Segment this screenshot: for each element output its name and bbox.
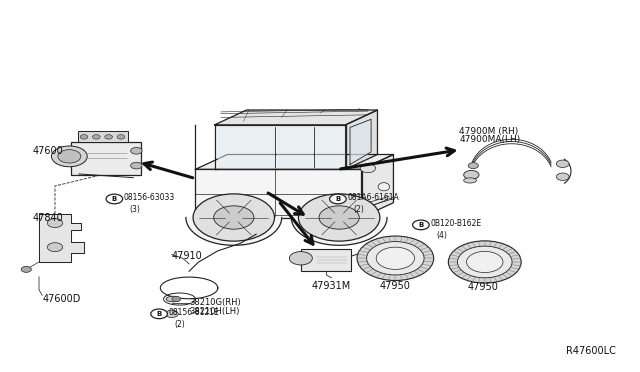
Bar — [77, 131, 128, 142]
Circle shape — [449, 241, 521, 283]
Circle shape — [117, 135, 125, 139]
Polygon shape — [186, 218, 282, 245]
Text: 47931M: 47931M — [312, 280, 351, 291]
Circle shape — [47, 243, 63, 251]
Text: 47600: 47600 — [33, 146, 63, 156]
Bar — [301, 249, 351, 271]
FancyBboxPatch shape — [71, 142, 141, 175]
Circle shape — [193, 194, 275, 241]
Circle shape — [105, 135, 113, 139]
Text: (3): (3) — [130, 205, 141, 214]
Circle shape — [51, 146, 87, 167]
Circle shape — [360, 164, 376, 173]
Circle shape — [298, 194, 380, 241]
Circle shape — [58, 150, 81, 163]
Text: 47910: 47910 — [172, 251, 203, 262]
Circle shape — [166, 310, 178, 318]
Circle shape — [367, 241, 424, 275]
Text: 47950: 47950 — [380, 280, 411, 291]
Circle shape — [47, 219, 63, 228]
Text: 081A6-6161A: 081A6-6161A — [348, 193, 399, 202]
Circle shape — [458, 246, 512, 278]
Polygon shape — [291, 218, 387, 245]
Polygon shape — [350, 119, 371, 164]
Text: 38210G(RH): 38210G(RH) — [189, 298, 241, 307]
Circle shape — [467, 251, 503, 273]
Text: B: B — [156, 311, 162, 317]
Polygon shape — [214, 125, 346, 169]
Text: 0B120-B162E: 0B120-B162E — [431, 219, 482, 228]
Text: 38210H(LH): 38210H(LH) — [189, 307, 239, 316]
Text: (2): (2) — [174, 320, 185, 329]
Text: (2): (2) — [353, 205, 364, 214]
Text: 47600D: 47600D — [42, 294, 81, 304]
Circle shape — [131, 147, 142, 154]
Text: (4): (4) — [436, 231, 447, 240]
Circle shape — [556, 160, 569, 167]
Circle shape — [319, 206, 359, 229]
Polygon shape — [346, 110, 378, 169]
Text: 08156-8121E: 08156-8121E — [169, 308, 220, 317]
Circle shape — [289, 251, 312, 265]
Polygon shape — [195, 154, 394, 169]
Text: 47900M (RH): 47900M (RH) — [460, 126, 518, 136]
Polygon shape — [362, 154, 394, 218]
Text: 08156-63033: 08156-63033 — [124, 193, 175, 202]
Ellipse shape — [166, 296, 180, 302]
Text: B: B — [335, 196, 340, 202]
Polygon shape — [39, 214, 84, 262]
Text: B: B — [419, 222, 424, 228]
Circle shape — [413, 220, 429, 230]
Circle shape — [330, 194, 346, 204]
Circle shape — [376, 247, 415, 269]
Circle shape — [151, 309, 168, 319]
Polygon shape — [214, 110, 378, 125]
Polygon shape — [276, 128, 312, 167]
Text: 47840: 47840 — [33, 212, 63, 222]
Polygon shape — [195, 169, 362, 218]
Text: B: B — [112, 196, 117, 202]
Polygon shape — [218, 128, 274, 167]
Circle shape — [357, 236, 434, 280]
Ellipse shape — [378, 183, 390, 191]
Ellipse shape — [464, 178, 476, 183]
Circle shape — [172, 296, 180, 302]
Circle shape — [464, 170, 479, 179]
Polygon shape — [315, 128, 344, 167]
Circle shape — [21, 266, 31, 272]
Circle shape — [214, 206, 254, 229]
Circle shape — [131, 162, 142, 169]
Circle shape — [93, 135, 100, 139]
Text: 47900MA(LH): 47900MA(LH) — [460, 135, 520, 144]
Text: R47600LC: R47600LC — [566, 346, 616, 356]
Circle shape — [80, 135, 88, 139]
Circle shape — [468, 163, 478, 169]
Circle shape — [106, 194, 123, 204]
Text: 47950: 47950 — [467, 282, 499, 292]
Circle shape — [556, 173, 569, 180]
